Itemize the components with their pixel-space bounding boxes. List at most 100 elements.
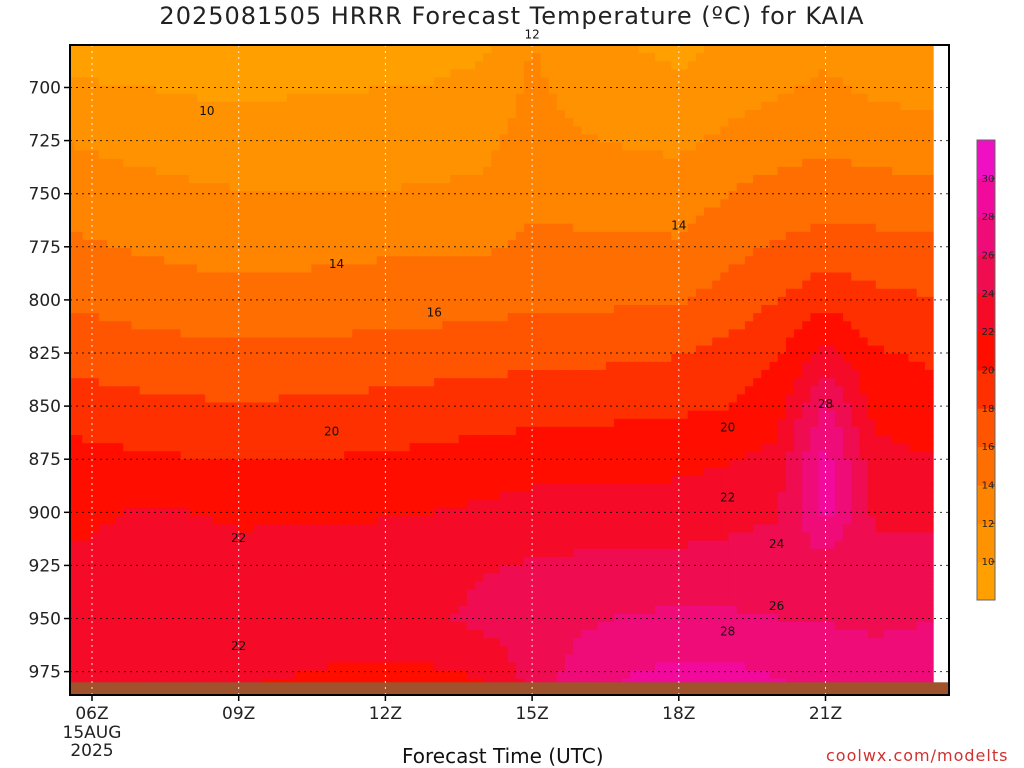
heatmap-cell <box>491 134 501 144</box>
heatmap-cell <box>147 207 157 217</box>
heatmap-cell <box>319 516 329 525</box>
heatmap-cell <box>213 418 223 428</box>
heatmap-cell <box>278 589 288 599</box>
heatmap-cell <box>82 199 92 209</box>
heatmap-cell <box>311 662 321 672</box>
heatmap-cell <box>172 573 182 582</box>
heatmap-cell <box>319 183 329 192</box>
heatmap-cell <box>524 532 533 542</box>
heatmap-cell <box>262 402 272 412</box>
heatmap-cell <box>311 654 321 664</box>
heatmap-cell <box>115 597 124 607</box>
heatmap-cell <box>507 467 517 477</box>
heatmap-cell <box>70 158 75 168</box>
heatmap-cell <box>237 142 247 152</box>
heatmap-cell <box>33 524 42 533</box>
heatmap-cell <box>180 264 190 274</box>
heatmap-cell <box>156 370 165 379</box>
heatmap-cell <box>278 77 288 87</box>
heatmap-cell <box>245 296 255 306</box>
heatmap-cell <box>286 589 296 599</box>
heatmap-cell <box>458 85 468 95</box>
heatmap-cell <box>106 613 116 623</box>
heatmap-cell <box>74 378 83 387</box>
heatmap-cell <box>188 134 198 144</box>
heatmap-cell <box>442 223 452 233</box>
heatmap-cell <box>311 378 321 387</box>
heatmap-cell <box>401 158 411 168</box>
heatmap-cell <box>180 483 190 493</box>
heatmap-cell <box>213 158 223 168</box>
heatmap-cell <box>131 483 141 493</box>
heatmap-cell <box>164 45 173 54</box>
heatmap-cell <box>278 321 288 330</box>
heatmap-cell <box>335 621 345 631</box>
heatmap-cell <box>70 337 75 347</box>
heatmap-cell <box>58 329 67 338</box>
heatmap-cell <box>180 207 190 217</box>
heatmap-cell <box>196 621 206 631</box>
heatmap-cell <box>245 215 255 225</box>
heatmap-cell <box>131 573 141 582</box>
heatmap-cell <box>70 231 75 241</box>
heatmap-cell <box>466 581 476 590</box>
heatmap-cell <box>311 329 321 339</box>
heatmap-cell <box>393 126 402 135</box>
heatmap-cell <box>483 581 492 590</box>
heatmap-cell <box>335 475 345 485</box>
heatmap-cell <box>196 118 206 127</box>
heatmap-cell <box>385 581 394 590</box>
heatmap-cell <box>442 467 452 477</box>
heatmap-cell <box>139 345 149 355</box>
heatmap-cell <box>237 231 247 241</box>
heatmap-cell <box>254 638 263 647</box>
heatmap-cell <box>164 516 173 525</box>
heatmap-cell <box>237 288 247 298</box>
heatmap-cell <box>42 646 51 655</box>
heatmap-cell <box>164 418 173 428</box>
heatmap-cell <box>532 573 542 582</box>
heatmap-cell <box>303 313 313 322</box>
heatmap-cell <box>70 654 75 664</box>
heatmap-cell <box>442 329 452 339</box>
heatmap-cell <box>442 475 452 485</box>
heatmap-cell <box>360 638 370 647</box>
heatmap-cell <box>139 61 149 70</box>
heatmap-cell <box>106 288 116 298</box>
heatmap-cell <box>450 134 460 144</box>
heatmap-cell <box>278 451 288 460</box>
heatmap-cell <box>229 435 239 444</box>
heatmap-cell <box>532 402 542 412</box>
heatmap-cell <box>319 126 329 135</box>
heatmap-cell <box>115 370 124 379</box>
heatmap-cell <box>393 565 402 574</box>
heatmap-cell <box>147 264 157 274</box>
heatmap-cell <box>245 581 255 590</box>
heatmap-cell <box>172 207 182 217</box>
heatmap-cell <box>90 483 100 493</box>
heatmap-cell <box>532 150 542 160</box>
heatmap-cell <box>344 670 353 680</box>
heatmap-cell <box>106 223 116 233</box>
heatmap-cell <box>221 207 231 217</box>
heatmap-cell <box>425 150 435 160</box>
heatmap-cell <box>507 231 517 241</box>
heatmap-cell <box>335 69 345 79</box>
heatmap-cell <box>196 483 206 493</box>
heatmap-cell <box>270 500 280 509</box>
heatmap-cell <box>393 199 402 209</box>
heatmap-cell <box>82 207 92 217</box>
heatmap-cell <box>70 524 75 534</box>
heatmap-cell <box>425 410 435 420</box>
heatmap-cell <box>491 638 501 647</box>
heatmap-cell <box>368 134 378 144</box>
heatmap-cell <box>237 613 247 623</box>
heatmap-cell <box>311 118 321 127</box>
heatmap-cell <box>33 208 42 217</box>
heatmap-cell <box>115 118 124 127</box>
heatmap-cell <box>409 166 419 176</box>
heatmap-cell <box>417 126 427 135</box>
heatmap-cell <box>229 508 239 517</box>
heatmap-cell <box>98 565 108 574</box>
heatmap-cell <box>368 654 378 664</box>
